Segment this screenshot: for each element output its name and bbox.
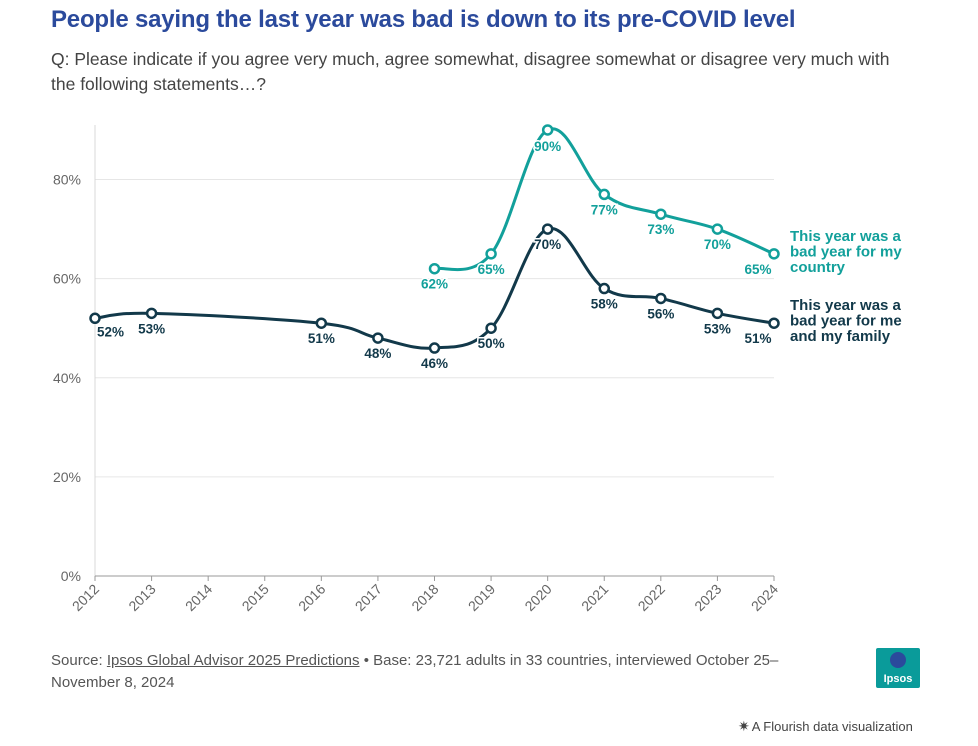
data-label-family: 46% [421,356,448,371]
data-point-country [541,124,554,136]
data-point-family [428,342,441,354]
data-label-family: 53% [704,321,731,336]
data-label-country: 62% [421,277,448,292]
data-label-family: 52% [97,324,124,339]
data-label-family: 56% [647,306,674,321]
series-label-country: This year was a [790,228,902,245]
data-point-family [598,282,610,295]
y-tick-label: 0% [61,568,81,584]
data-point-family [372,332,384,344]
source-note: Source: Ipsos Global Advisor 2025 Predic… [51,650,841,694]
data-point-family [768,317,780,329]
x-tick-label: 2014 [182,581,215,614]
data-label-country: 65% [478,262,505,277]
data-label-family: 70% [534,237,561,252]
source-prefix: Source: [51,652,107,669]
data-point-country [768,248,780,260]
data-label-family: 58% [591,297,618,312]
data-point-country [655,208,667,220]
series-label-country: bad year for my [790,244,902,261]
flourish-credit[interactable]: ✷ A Flourish data visualization [738,718,913,735]
series-label-family: bad year for me [790,313,902,330]
source-link[interactable]: Ipsos Global Advisor 2025 Predictions [106,652,360,669]
data-point-family [485,322,497,334]
chart-title: People saying the last year was bad is d… [51,6,796,33]
data-label-family: 51% [308,331,335,346]
data-point-country [485,248,497,260]
x-tick-label: 2016 [295,581,328,614]
y-tick-label: 60% [53,271,81,287]
x-tick-label: 2013 [125,581,158,614]
flourish-star-icon: ✷ [738,718,750,734]
data-label-country: 73% [647,222,674,237]
data-point-family [541,223,554,235]
x-tick-label: 2020 [521,581,554,614]
logo-mark-icon [890,652,906,668]
series-label-family: This year was a [790,297,902,314]
source-details: • Base: 23,721 adults in 33 countries, i… [51,652,779,691]
y-tick-label: 40% [53,370,81,386]
data-point-family [655,292,667,305]
data-label-country: 65% [744,262,771,277]
data-label-family: 48% [364,346,391,361]
x-tick-label: 2018 [408,581,441,614]
data-label-family: 51% [744,331,771,346]
data-point-country [428,262,441,275]
x-tick-label: 2022 [635,581,668,614]
flourish-credit-text: A Flourish data visualization [751,719,913,734]
x-tick-label: 2015 [239,581,272,614]
line-chart: 0% 20% 40% 60% 80% 2012 2013 2014 2015 2016 2017 20… [53,124,902,614]
logo-text: Ipsos [883,673,913,685]
x-tick-label: 2023 [691,581,724,614]
data-label-family: 53% [138,321,165,336]
x-tick-label: 2024 [748,581,781,614]
data-point-country [711,223,724,235]
data-point-country [598,188,610,201]
data-label-family: 50% [478,336,505,351]
ipsos-logo[interactable]: Ipsos [876,648,920,688]
data-point-family [145,307,158,320]
x-tick-label: 2012 [69,581,102,614]
x-tick-label: 2019 [465,581,498,614]
chart-subtitle: Q: Please indicate if you agree very muc… [51,49,890,94]
data-point-family [89,312,101,325]
x-tick-label: 2021 [578,581,611,614]
data-point-family [711,307,724,320]
x-tick-label: 2017 [352,581,385,614]
data-label-country: 90% [534,139,561,154]
series-label-country: country [790,259,846,276]
data-label-country: 77% [591,202,618,217]
y-tick-label: 20% [53,469,81,485]
data-point-family [315,317,328,329]
y-tick-label: 80% [53,172,81,188]
series-label-family: and my family [790,328,891,345]
data-label-country: 70% [704,237,731,252]
